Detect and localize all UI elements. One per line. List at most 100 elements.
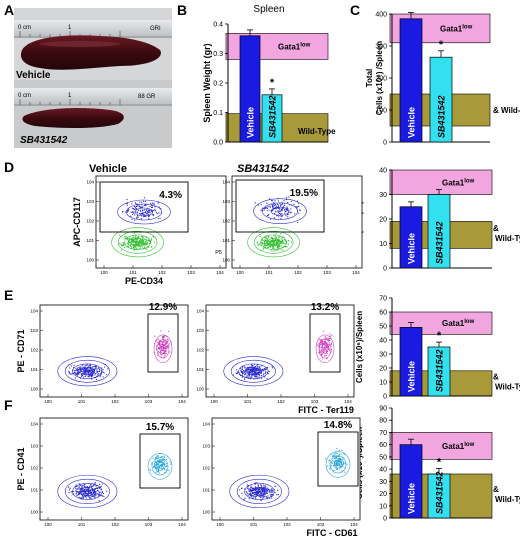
event-dot <box>251 369 253 371</box>
event-dot <box>337 458 339 460</box>
event-dot <box>265 486 267 488</box>
event-dot <box>340 459 342 461</box>
contour-line <box>230 359 276 383</box>
event-dot <box>92 491 95 493</box>
event-dot <box>264 369 267 371</box>
event-dot <box>280 245 283 247</box>
plot-frame <box>211 417 361 521</box>
contour-line <box>151 457 169 476</box>
event-dot <box>246 376 248 378</box>
y-tick-label: 10 <box>379 380 387 387</box>
decade-label: 101 <box>78 399 86 404</box>
event-dot <box>102 371 104 373</box>
decade-label: 103 <box>323 270 331 275</box>
event-dot <box>262 248 264 250</box>
event-dot <box>272 246 275 248</box>
event-dot <box>164 336 166 338</box>
event-dot <box>140 239 142 241</box>
event-dot <box>327 465 329 467</box>
event-dot <box>129 238 132 240</box>
event-dot <box>258 369 260 371</box>
event-dot <box>276 494 278 496</box>
event-dot <box>274 491 276 494</box>
event-dot <box>131 218 133 220</box>
event-dot <box>280 249 282 251</box>
decade-label: 104 <box>30 309 38 314</box>
event-dot <box>136 215 139 217</box>
contour-line <box>244 482 275 500</box>
flow-plot-vehicle: 100 100 101 101 102 102 103 103 104 104 4.3% P5 <box>86 175 227 275</box>
event-dot <box>156 454 158 457</box>
event-dot <box>277 200 280 202</box>
event-dot <box>99 368 101 370</box>
event-dot <box>159 351 161 353</box>
event-dot <box>276 240 278 242</box>
event-dot <box>134 214 136 216</box>
event-dot <box>260 484 262 486</box>
event-dot <box>274 211 277 213</box>
event-dot <box>157 471 159 473</box>
event-dot <box>128 208 130 210</box>
contour-line <box>64 478 110 504</box>
event-dot <box>161 456 164 458</box>
event-dot <box>140 201 143 203</box>
event-dot <box>131 203 133 205</box>
event-dot <box>264 376 266 378</box>
chart-c-total-cells: 0 100 200 300 400 Vehicle SB431542 * Total Cells … <box>365 12 520 147</box>
event-dot <box>143 212 145 214</box>
event-dot <box>86 364 88 366</box>
event-dot <box>84 494 86 496</box>
event-dot <box>254 496 256 498</box>
y-tick-label: 0 <box>383 140 387 147</box>
event-dot <box>341 449 343 451</box>
event-dot <box>88 365 90 367</box>
event-dot <box>284 209 286 211</box>
decade-label: 101 <box>78 522 86 527</box>
event-dot <box>138 240 140 242</box>
bar-label-sb431542: SB431542 <box>435 221 445 264</box>
event-dot <box>323 349 325 352</box>
event-dot <box>281 215 283 217</box>
event-dot <box>335 467 337 469</box>
event-dot <box>275 233 277 235</box>
event-dot <box>280 215 282 218</box>
decade-label: 102 <box>283 522 291 527</box>
event-dot <box>263 244 265 246</box>
event-dot <box>107 368 109 370</box>
event-dot <box>130 245 132 248</box>
event-dot <box>296 200 299 202</box>
event-dot <box>169 351 171 353</box>
event-dot <box>269 491 271 494</box>
gate-box <box>139 433 181 489</box>
event-dot <box>268 490 271 492</box>
event-dot <box>241 368 243 370</box>
event-dot <box>244 372 246 374</box>
event-dot <box>163 347 165 350</box>
event-dot <box>83 485 85 488</box>
event-dot <box>241 492 243 495</box>
event-dot <box>333 461 335 463</box>
event-dot <box>271 237 273 239</box>
plot-frame <box>39 304 189 398</box>
event-dot <box>149 469 152 471</box>
event-dot <box>70 365 73 367</box>
event-dot <box>68 486 70 488</box>
event-dot <box>105 374 108 376</box>
event-dot <box>334 464 337 466</box>
decade-label: 102 <box>111 399 119 404</box>
event-dot <box>90 368 92 370</box>
event-dot <box>325 349 327 351</box>
event-dot <box>144 204 146 206</box>
event-dot <box>126 211 128 213</box>
legend-gata1: Gata1low <box>442 442 475 451</box>
event-dot <box>335 452 337 455</box>
event-dot <box>99 375 101 378</box>
event-dot <box>92 485 94 487</box>
event-dot <box>76 495 78 497</box>
event-dot <box>150 239 153 241</box>
event-dot <box>269 497 271 499</box>
decade-label: 104 <box>196 309 204 314</box>
event-dot <box>290 208 292 210</box>
event-dot <box>157 218 160 220</box>
contour-line <box>253 230 294 254</box>
